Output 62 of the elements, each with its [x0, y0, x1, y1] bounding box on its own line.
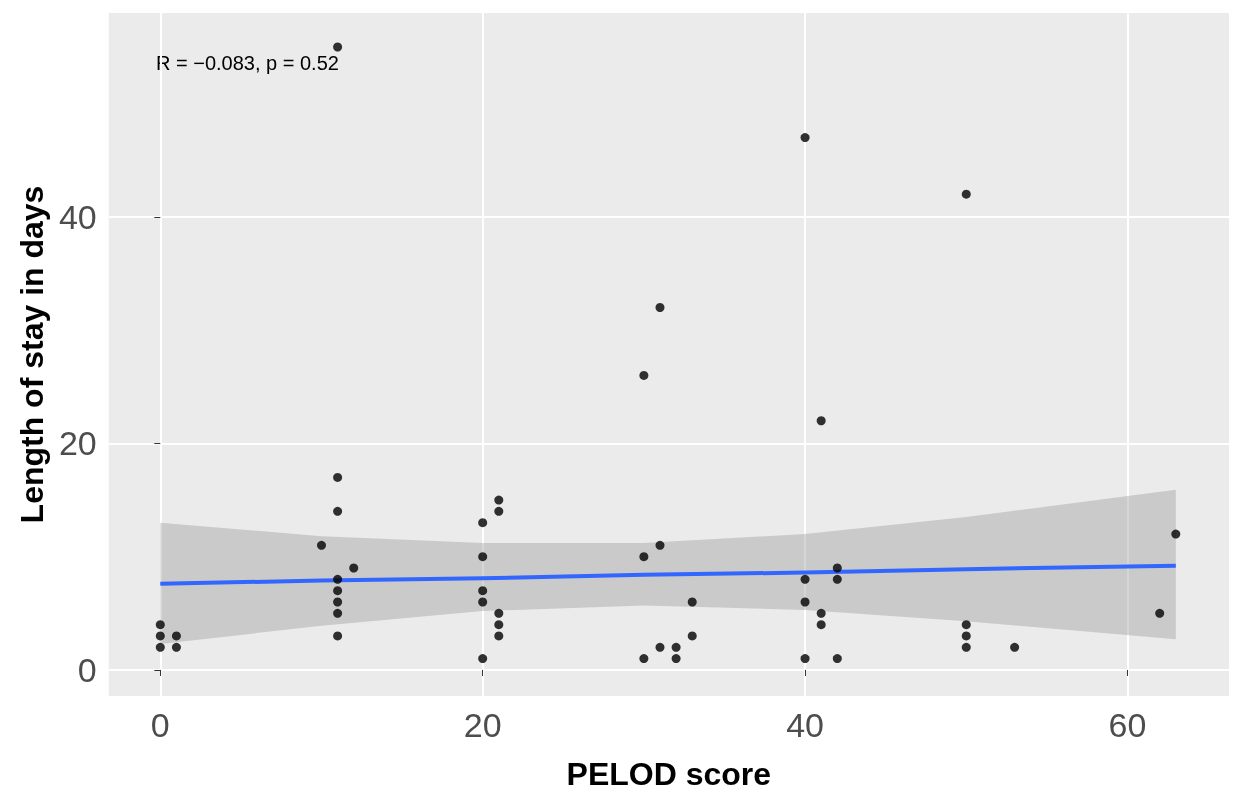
point	[1171, 529, 1181, 539]
point	[349, 563, 359, 573]
point	[671, 642, 681, 652]
point	[155, 620, 165, 630]
point	[639, 552, 649, 562]
point	[671, 654, 681, 664]
point	[333, 586, 343, 596]
point	[816, 620, 826, 630]
point	[494, 495, 504, 505]
point	[333, 631, 343, 641]
point	[333, 597, 343, 607]
point	[800, 597, 810, 607]
point	[478, 518, 488, 528]
point	[832, 654, 842, 664]
point	[478, 597, 488, 607]
y-axis-title: Length of stay in days	[14, 185, 50, 524]
point	[155, 642, 165, 652]
point	[333, 574, 343, 584]
point	[333, 42, 343, 52]
x-axis-title: PELOD score	[566, 756, 772, 792]
point	[333, 506, 343, 516]
point	[317, 540, 326, 550]
point	[832, 563, 842, 573]
point	[832, 574, 842, 584]
point	[478, 654, 488, 664]
point	[639, 370, 649, 380]
point	[478, 586, 488, 596]
point	[961, 189, 971, 199]
x-tick-label: 40	[786, 706, 824, 744]
point	[494, 608, 504, 618]
line-series	[158, 563, 1178, 586]
point	[333, 472, 343, 482]
point	[494, 620, 504, 630]
point	[816, 608, 826, 618]
point	[171, 631, 181, 641]
point	[478, 552, 488, 562]
point	[800, 133, 810, 143]
point	[494, 631, 504, 641]
point	[639, 654, 649, 664]
point	[155, 631, 165, 641]
point	[961, 642, 971, 652]
point	[800, 574, 810, 584]
point	[1010, 642, 1020, 652]
x-tick-label: 0	[150, 706, 170, 744]
point	[655, 540, 665, 550]
point	[961, 631, 971, 641]
point	[171, 642, 181, 652]
x-tick-label: 20	[463, 706, 502, 744]
point	[687, 631, 697, 641]
point	[816, 416, 826, 426]
y-tick-label: 0	[77, 650, 97, 689]
y-tick-label: 20	[58, 424, 97, 463]
point	[961, 620, 971, 630]
y-tick-label: 40	[58, 197, 97, 236]
point	[655, 642, 665, 652]
x-tick-label: 60	[1108, 706, 1147, 744]
point	[655, 303, 665, 312]
point	[1155, 608, 1165, 618]
point	[800, 654, 810, 664]
point	[333, 608, 343, 618]
point	[494, 506, 504, 516]
point	[687, 597, 697, 607]
